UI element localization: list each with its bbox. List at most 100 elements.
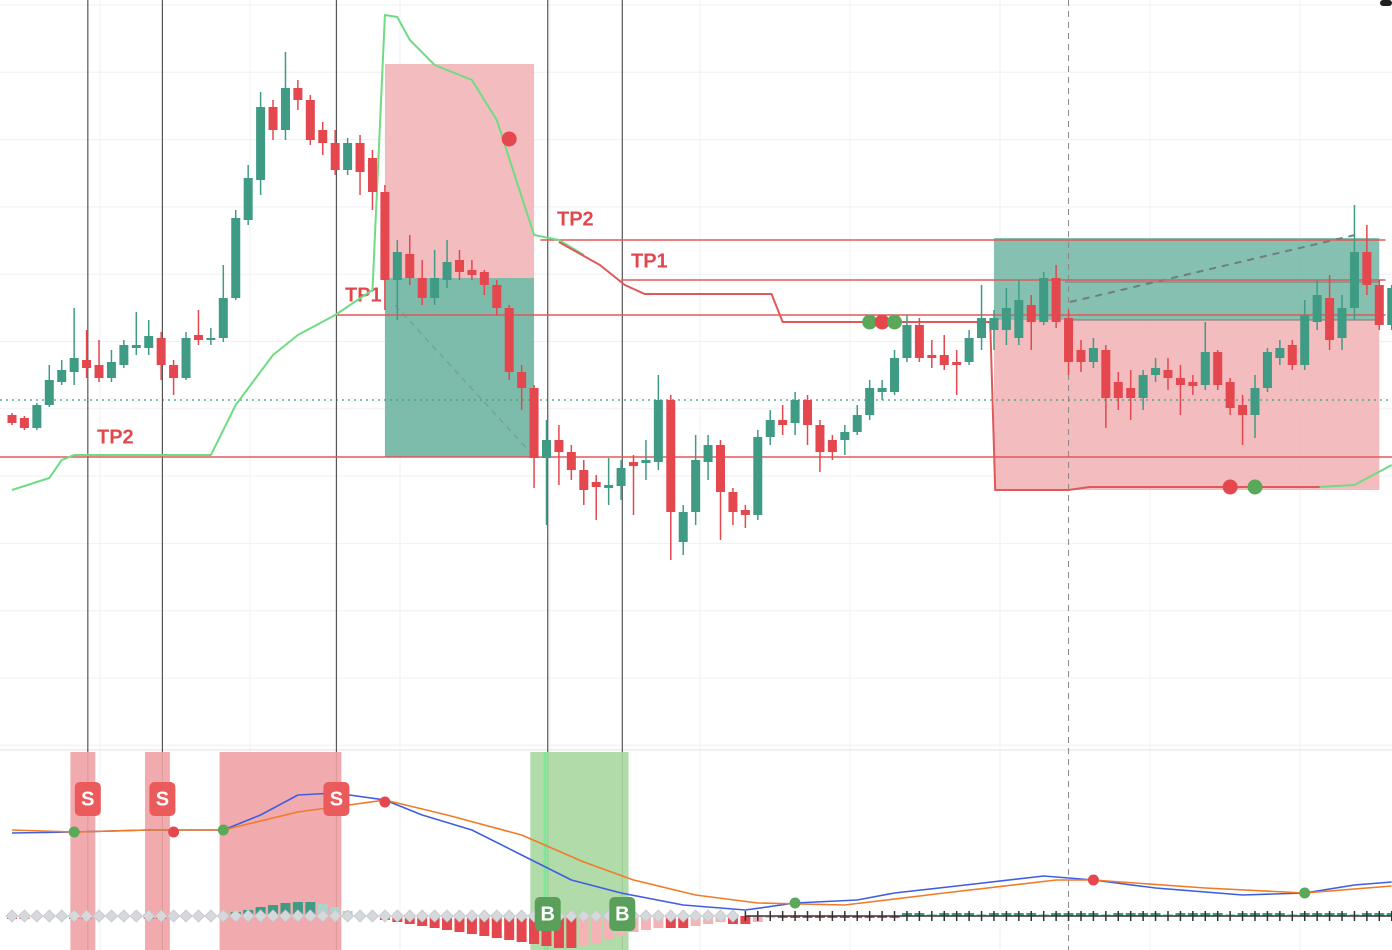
signal-label: S [330,788,343,810]
candle-body [405,254,415,278]
candle-body [554,440,564,452]
oscillator-line [11,799,1392,906]
trade-zone [993,320,1380,490]
candle-body [82,360,92,368]
candle-body [1088,348,1098,362]
projection [394,304,531,453]
candle-body [169,365,179,378]
stop-line [558,241,1320,491]
candle-body [454,260,464,272]
candle-body [790,400,800,423]
candle-body [492,285,502,308]
candle-body [293,88,303,100]
baseline-diamond [55,909,69,923]
baseline-diamond [365,909,380,923]
candle-body [927,355,937,358]
candle-body [852,415,862,432]
candle-body [1101,350,1111,398]
candle-body [231,218,241,298]
candle-body [579,470,589,490]
candle-body [753,437,763,515]
candle-body [467,270,477,275]
candle-body [69,358,79,372]
candle-body [1312,295,1322,322]
candle-body [380,192,390,280]
candle-body [256,107,266,180]
candle-body [740,510,750,515]
signal-badge [534,897,561,931]
candle-body [1151,368,1161,375]
baseline-diamond [191,909,206,923]
oscillator-dot [168,826,180,838]
candle-body [1014,300,1024,338]
candle-body [1188,382,1198,386]
baseline-diamond [204,909,218,923]
oscillator-dot [1087,874,1099,886]
histogram-bar [491,916,502,938]
marker-dot [501,131,517,147]
candle-body [417,278,427,298]
candle-body [7,415,17,423]
candle-body [765,420,775,437]
baseline-diamond [179,909,193,923]
oscillator-dot [1299,887,1311,899]
trade-zone [384,64,535,278]
candle-body [541,440,551,458]
histogram-bar [479,916,490,936]
candle-body [1300,315,1310,365]
candle-body [1126,388,1136,398]
baseline-diamond [17,909,31,923]
candle-body [778,420,788,425]
level-label: TP2 [557,208,594,230]
histogram-bar [305,902,316,916]
oscillator-dot [379,796,391,808]
candle-body [442,262,452,280]
candle-body [827,440,837,452]
candle-body [156,338,166,365]
candle-body [989,318,999,330]
candle-body [504,308,514,372]
baseline-diamond [42,909,56,923]
candle-body [1362,252,1372,285]
candle-body [716,445,726,492]
candle-body [877,388,887,392]
candle-body [1200,352,1210,385]
candle-body [218,298,228,338]
candle-body [280,88,290,130]
candle-body [1349,252,1359,308]
candle-body [1337,308,1347,338]
candle-body [57,370,67,382]
histogram-bar [591,916,602,944]
histogram-bar [640,916,651,930]
signal-badge [609,897,636,931]
candle-body [1001,308,1011,330]
candle-body [1275,348,1285,358]
signal-label: S [81,788,94,810]
marker-dot [862,314,878,330]
candle-body [305,100,315,140]
candle-body [1064,318,1074,362]
signal-label: B [615,903,629,925]
histogram-bar [504,916,515,940]
candle-body [939,355,949,365]
candle-body [678,512,688,542]
candle-body [268,107,278,130]
baseline-diamond [378,909,392,923]
signal-badge [74,782,101,816]
candle-body [1250,388,1260,415]
candle-body [1076,350,1086,362]
marker-dot [874,314,890,330]
baseline-diamond [104,909,119,923]
candle-body [330,143,340,170]
candle-body [629,462,638,466]
candle-body [902,325,912,358]
histogram-bar [516,916,527,942]
candle-body [1163,370,1173,378]
histogram-bar [603,916,614,940]
histogram-bar [578,916,589,946]
oscillator-line [11,792,1392,911]
candle-body [1325,298,1335,340]
candle-body [1374,285,1384,325]
candle-body [144,336,154,348]
candle-body [1026,305,1036,322]
